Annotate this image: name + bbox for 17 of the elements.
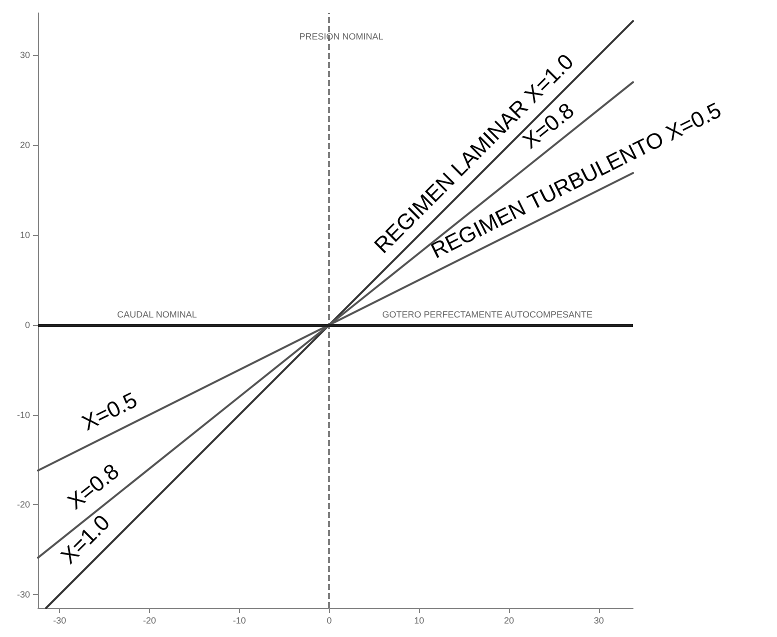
x-tick-label: -10 [232,616,246,626]
y-tick-label: -10 [16,410,30,420]
x-tick-label: -30 [53,616,66,626]
x-tick-label: 10 [414,616,424,626]
y-tick-label: -20 [16,500,30,510]
x-tick-label: 30 [594,616,604,626]
y-tick-label: 20 [20,140,30,150]
y-tick-label: 10 [20,230,30,240]
x-tick-label: 0 [326,616,332,626]
annotation: GOTERO PERFECTAMENTE AUTOCOMPESANTE [382,309,592,320]
ref-line-label: PRESION NOMINAL [299,32,384,42]
x-tick-label: 20 [504,616,514,626]
ref-line-label: CAUDAL NOMINAL [117,309,197,320]
x-tick-label: -20 [142,616,156,626]
y-tick-label: -30 [16,590,30,600]
y-tick-label: 30 [20,50,30,60]
y-tick-label: 0 [24,320,30,330]
